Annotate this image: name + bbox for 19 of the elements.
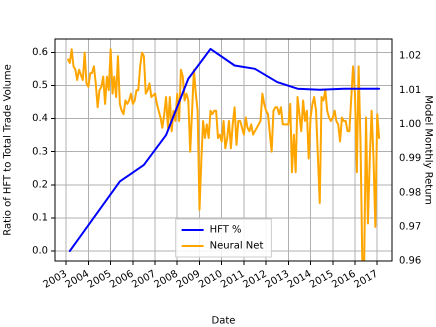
legend-label: HFT % <box>210 224 242 236</box>
y-tick-label: 0.3 <box>32 146 48 158</box>
y2-tick-label: 0.96 <box>399 256 422 267</box>
y2-tick-label: 1.01 <box>399 84 422 96</box>
y-axis-title: Ratio of HFT to Total Trade Volume <box>2 64 14 236</box>
y-tick-label: 0.0 <box>32 246 48 257</box>
y-tick-label: 0.2 <box>32 179 48 190</box>
y2-tick-label: 1.02 <box>399 50 422 62</box>
y-tick-label: 0.1 <box>32 212 48 224</box>
legend-label: Neural Net <box>210 240 264 252</box>
y2-tick-label: 0.99 <box>399 153 422 164</box>
y2-tick-label: 0.98 <box>399 187 422 198</box>
y-tick-label: 0.6 <box>32 46 48 58</box>
y2-axis-title: Model Monthly Return <box>422 95 434 205</box>
y-tick-label: 0.5 <box>32 80 48 91</box>
x-axis-title: Date <box>212 316 236 327</box>
y2-tick-label: 1.00 <box>399 118 422 130</box>
y2-tick-label: 0.97 <box>399 221 422 232</box>
y-tick-label: 0.4 <box>32 113 48 124</box>
